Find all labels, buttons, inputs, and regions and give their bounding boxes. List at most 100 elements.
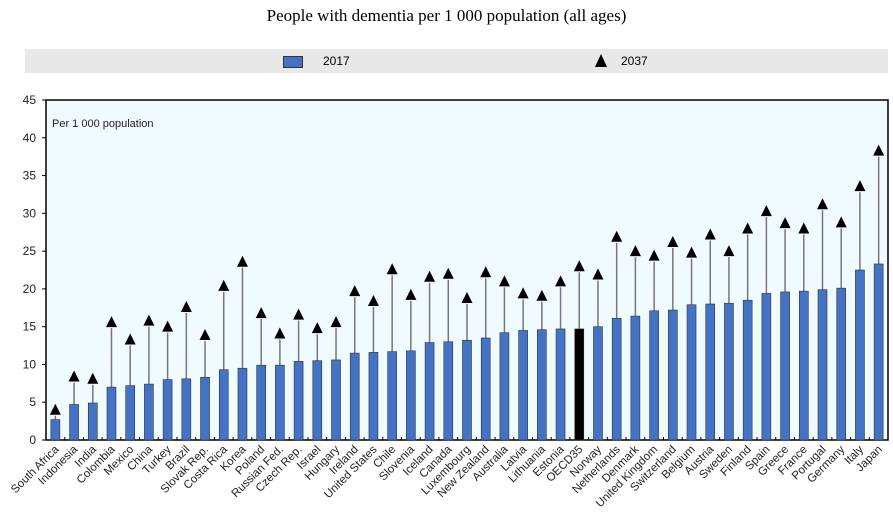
marker-2037 bbox=[779, 217, 791, 229]
bar-2017 bbox=[499, 332, 510, 441]
marker-2037 bbox=[592, 268, 604, 280]
bar-2017 bbox=[69, 404, 79, 441]
bar-2017 bbox=[387, 351, 397, 441]
marker-2037 bbox=[873, 144, 885, 156]
chart-marks bbox=[49, 144, 885, 441]
bar-2017 bbox=[649, 310, 659, 441]
chart-annotation: Per 1 000 population bbox=[52, 118, 154, 130]
bar-2017 bbox=[87, 402, 98, 441]
bar-2017 bbox=[742, 299, 753, 441]
bar-2017 bbox=[162, 379, 173, 441]
bar-2017 bbox=[518, 330, 528, 441]
marker-2037 bbox=[405, 288, 417, 300]
y-tick-label: 45 bbox=[23, 93, 37, 107]
marker-2037 bbox=[536, 289, 548, 301]
marker-2037 bbox=[424, 270, 436, 282]
y-axis: 0 5 10 15 20 25 30 35 40 45 bbox=[23, 93, 46, 447]
bar-2017 bbox=[593, 326, 603, 441]
marker-2037 bbox=[555, 275, 567, 287]
marker-2037 bbox=[105, 316, 117, 328]
marker-2037 bbox=[667, 236, 679, 248]
bar-2017 bbox=[780, 291, 790, 441]
bar-2017 bbox=[125, 385, 135, 441]
marker-2037 bbox=[199, 328, 211, 340]
bar-2017 bbox=[836, 287, 847, 441]
marker-2037 bbox=[236, 255, 248, 267]
marker-2037 bbox=[648, 249, 660, 261]
bar-2017 bbox=[817, 289, 828, 441]
bar-2017 bbox=[798, 290, 809, 441]
bar-2017 bbox=[144, 383, 154, 441]
bar-2017 bbox=[668, 309, 678, 441]
legend-swatch-2017 bbox=[283, 56, 303, 68]
marker-2037 bbox=[274, 327, 286, 339]
chart-title: People with dementia per 1 000 populatio… bbox=[266, 6, 627, 25]
legend-label-2017: 2017 bbox=[323, 54, 350, 68]
bar-2017 bbox=[555, 328, 566, 441]
bar-2017 bbox=[855, 269, 865, 441]
marker-2037 bbox=[49, 403, 61, 415]
y-tick-label: 20 bbox=[23, 282, 37, 296]
bar-2017 bbox=[237, 367, 248, 441]
legend: 2017 2037 bbox=[25, 49, 888, 73]
bar-2017 bbox=[256, 364, 266, 441]
y-tick-label: 35 bbox=[23, 169, 37, 183]
marker-2037 bbox=[87, 372, 99, 384]
marker-2037 bbox=[611, 230, 623, 242]
y-tick-label: 10 bbox=[23, 357, 37, 371]
bar-2017 bbox=[293, 361, 304, 441]
marker-2037 bbox=[255, 307, 267, 319]
marker-2037 bbox=[442, 267, 454, 279]
bar-2017 bbox=[312, 360, 323, 441]
y-tick-label: 25 bbox=[23, 244, 37, 258]
bar-2017 bbox=[574, 328, 585, 441]
bar-2017 bbox=[181, 378, 192, 441]
marker-2037 bbox=[760, 205, 772, 217]
marker-2037 bbox=[742, 222, 754, 234]
bar-2017 bbox=[218, 369, 229, 441]
bar-2017 bbox=[50, 419, 61, 441]
y-tick-label: 40 bbox=[23, 131, 37, 145]
marker-2037 bbox=[517, 287, 529, 299]
marker-2037 bbox=[143, 314, 155, 326]
bar-2017 bbox=[349, 352, 360, 441]
marker-2037 bbox=[386, 263, 398, 275]
bar-2017 bbox=[705, 303, 716, 441]
marker-2037 bbox=[686, 246, 698, 258]
bar-2017 bbox=[331, 359, 341, 441]
marker-2037 bbox=[180, 301, 192, 313]
bar-2017 bbox=[630, 315, 641, 441]
marker-2037 bbox=[498, 275, 510, 287]
marker-2037 bbox=[367, 294, 379, 306]
bar-2017 bbox=[537, 329, 547, 441]
marker-2037 bbox=[798, 222, 810, 234]
marker-2037 bbox=[293, 308, 305, 320]
marker-2037 bbox=[330, 316, 342, 328]
bar-2017 bbox=[611, 318, 622, 441]
y-tick-label: 15 bbox=[23, 320, 37, 334]
marker-2037 bbox=[162, 320, 174, 332]
marker-2037 bbox=[480, 266, 492, 278]
y-tick-label: 0 bbox=[29, 433, 36, 447]
y-tick-label: 5 bbox=[29, 395, 36, 409]
bar-2017 bbox=[443, 341, 454, 441]
marker-2037 bbox=[723, 245, 735, 257]
bar-2017 bbox=[686, 304, 697, 441]
bar-2017 bbox=[873, 263, 884, 441]
bar-2017 bbox=[275, 364, 285, 441]
marker-2037 bbox=[835, 216, 847, 228]
bar-2017 bbox=[480, 337, 491, 441]
bar-2017 bbox=[761, 293, 772, 441]
x-axis: South AfricaIndonesiaIndiaColombiaMexico… bbox=[9, 437, 889, 510]
bar-2017 bbox=[462, 339, 472, 441]
legend-label-2037: 2037 bbox=[621, 54, 648, 68]
marker-2037 bbox=[124, 333, 136, 345]
marker-2037 bbox=[68, 370, 80, 382]
marker-2037 bbox=[461, 291, 473, 303]
bar-2017 bbox=[368, 352, 379, 441]
bar-2017 bbox=[106, 386, 117, 441]
bar-2017 bbox=[724, 302, 734, 441]
marker-2037 bbox=[349, 285, 361, 297]
bar-2017 bbox=[406, 350, 416, 441]
